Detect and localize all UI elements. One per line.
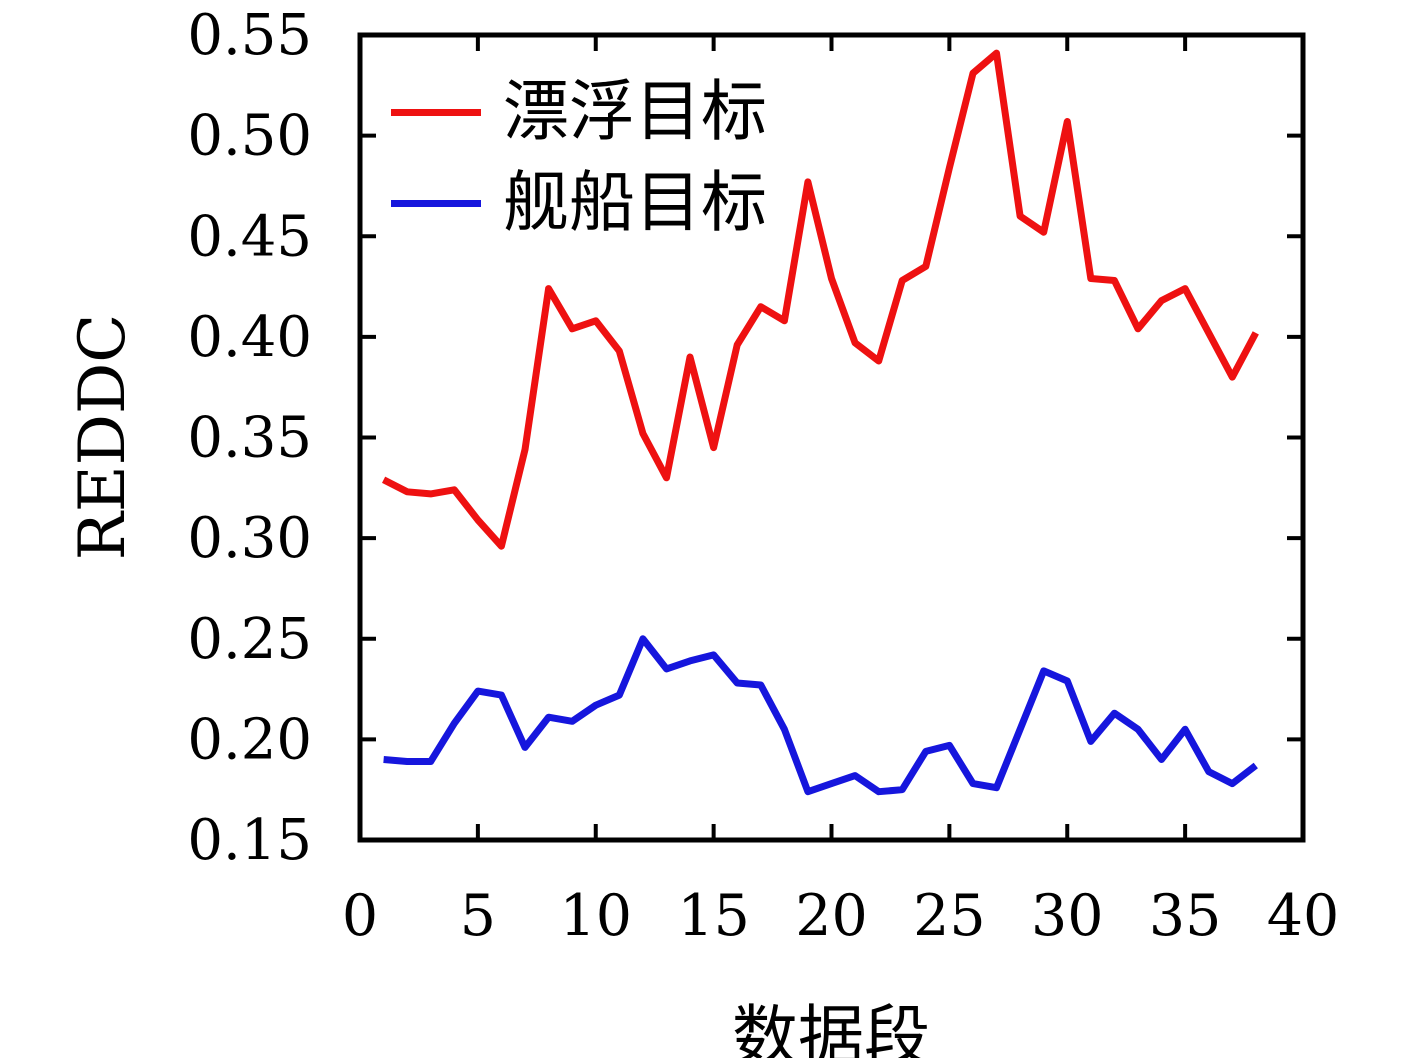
y-tick-label: 0.55 [187, 3, 312, 68]
x-tick-label: 5 [460, 883, 496, 949]
legend-item-floating-target: 漂浮目标 [391, 78, 767, 146]
plot-frame [357, 32, 1306, 843]
y-tick-label: 0.25 [187, 607, 312, 672]
y-tick-label: 0.35 [187, 406, 312, 471]
series-line-0 [382, 49, 1259, 550]
x-tick-label: 40 [1267, 883, 1340, 949]
y-tick-label: 0.30 [187, 506, 312, 571]
x-tick-label: 35 [1149, 883, 1222, 949]
x-tick-label: 10 [559, 883, 632, 949]
y-tick-label: 0.20 [187, 707, 312, 772]
y-tick-label: 0.15 [187, 808, 312, 873]
legend-item-ship-target: 舰船目标 [391, 169, 767, 237]
y-tick-label: 0.50 [187, 104, 312, 169]
legend: 漂浮目标 舰船目标 [391, 78, 767, 237]
x-axis-title: 数据段 [732, 998, 930, 1058]
x-tick-label: 20 [795, 883, 868, 949]
legend-line-sample-red [391, 108, 481, 116]
legend-line-sample-blue [391, 199, 481, 207]
y-tick-label: 0.40 [187, 305, 312, 370]
x-tick-label: 30 [1031, 883, 1104, 949]
x-tick-label: 25 [913, 883, 986, 949]
y-tick-label: 0.45 [187, 204, 312, 269]
legend-label-ship-target: 舰船目标 [503, 164, 767, 241]
legend-label-floating-target: 漂浮目标 [503, 73, 767, 150]
x-tick-label: 0 [342, 883, 378, 949]
y-axis-title: REDDC [66, 313, 140, 561]
x-tick-label: 15 [677, 883, 750, 949]
series-line-1 [383, 635, 1258, 796]
